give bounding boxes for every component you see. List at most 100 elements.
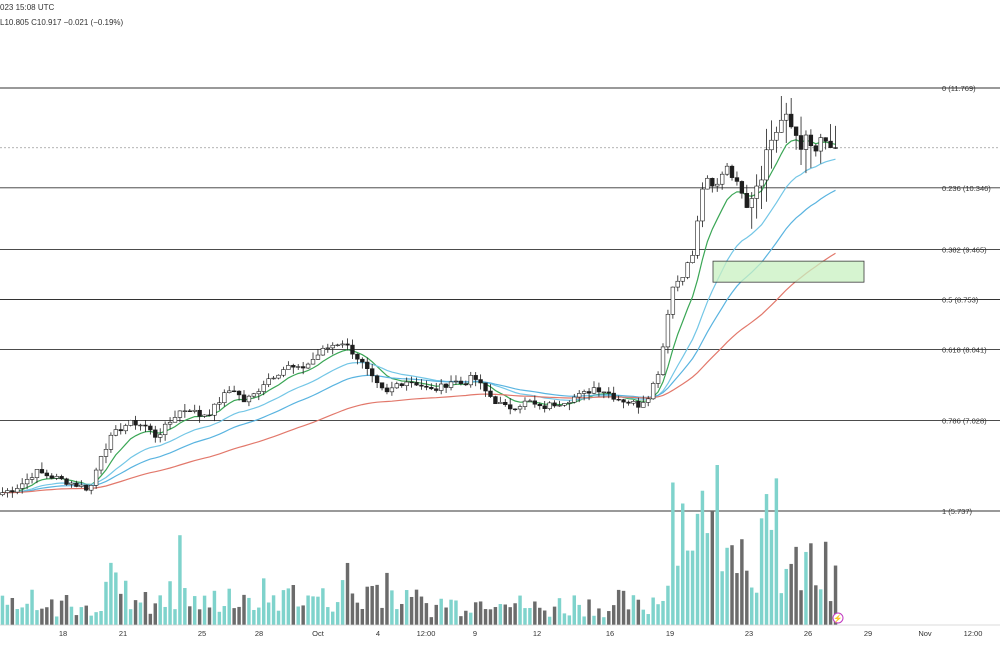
volume-bar [40,608,44,625]
volume-bar [459,616,463,625]
candle [439,379,444,395]
volume-bar [271,595,276,625]
volume-bar [104,581,108,625]
volume-bar [587,599,591,625]
candle [749,192,754,229]
volume-bar [163,606,167,625]
volume-bar [45,607,49,625]
candle [24,473,30,490]
candle [527,398,533,402]
volume-bar [15,609,19,625]
candle [158,428,163,443]
candle [596,382,602,397]
candle [74,480,79,488]
candle [424,380,429,391]
candle [463,380,469,387]
candle [754,174,759,219]
candle [246,394,252,407]
volume-bar [20,607,24,625]
candle [365,357,370,376]
x-tick-label: 18 [59,629,67,638]
volume-bar [705,533,710,625]
candle [724,162,730,176]
volume-bar [276,610,281,625]
volume-bar [582,616,586,625]
candle [498,396,503,405]
volume-bar [207,607,212,625]
volume-bar [257,607,261,625]
candle [606,387,611,399]
volume-bar [784,568,788,625]
candle [20,478,25,494]
candle [64,477,69,486]
candle [675,275,680,292]
candle [256,388,261,401]
volume-bar [345,562,350,625]
candle [379,382,385,391]
volume-bar [759,518,764,625]
candle [670,286,676,319]
volume-bar [321,588,325,625]
volume-bar [296,606,300,625]
volume-bar [750,587,754,625]
candle [616,395,621,402]
candle [325,343,330,353]
volume-bar [326,607,330,625]
candle [448,375,454,391]
volume-bar [301,605,305,625]
candle [764,128,769,202]
volume-bar [89,615,93,625]
candle [744,184,749,209]
volume-bar [552,606,557,625]
volume-bar [730,545,734,625]
volume-bar [533,601,537,625]
candle [374,374,380,389]
volume-badge[interactable]: ⚡ [832,612,844,624]
candle [34,469,40,484]
candle [665,309,671,354]
candle [98,455,104,475]
candle [493,395,498,405]
volume-bar [404,590,409,625]
volume-bar [64,595,69,625]
volume-bar [54,616,59,625]
candle [222,389,227,407]
volume-bar [74,615,79,625]
volume-bar [503,604,507,625]
volume-bar [148,613,153,625]
candle [655,371,661,388]
volume-bar [69,606,74,625]
candle [231,385,237,393]
volume-bar [84,605,88,625]
candle [710,177,715,193]
candle [641,395,646,408]
candle [93,467,99,489]
candle [207,409,212,417]
volume-bar [621,590,626,625]
candle [79,480,84,488]
volume-bar [823,541,828,625]
candle [227,386,232,394]
candle [729,164,735,181]
candle [89,484,94,495]
volume-bar [473,602,478,625]
candle [631,399,636,406]
volume-bar [79,607,84,625]
volume-bar [168,581,172,625]
volume-bar [493,607,498,625]
volume-bar [153,603,158,625]
candle [350,339,355,359]
candle [443,383,449,393]
candle [84,484,89,492]
candle [680,277,685,286]
volume-bar [119,593,123,625]
candle [788,97,794,129]
volume-bar [10,597,15,625]
volume-bar [764,494,769,625]
candle [552,400,557,408]
volume-bar [385,572,389,625]
candle [281,366,286,378]
candle [828,124,833,149]
volume-bar [572,595,577,625]
